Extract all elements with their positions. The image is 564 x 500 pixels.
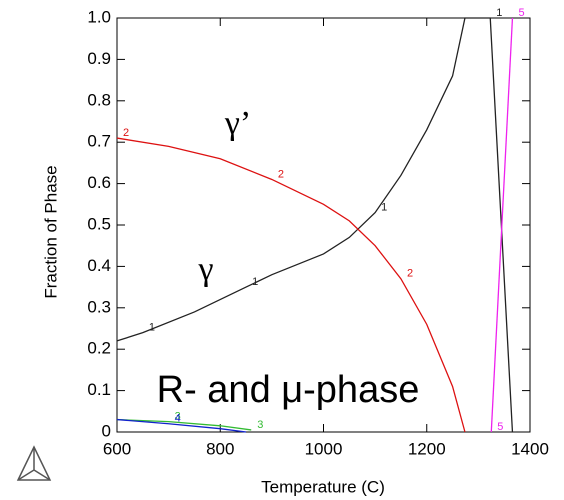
y-tick-label: 0.8 xyxy=(87,90,111,109)
y-tick-label: 0.1 xyxy=(87,380,111,399)
logo xyxy=(16,445,52,481)
annotation: R- and μ-phase xyxy=(157,369,420,411)
y-tick-label: 1.0 xyxy=(87,7,111,26)
x-tick-label: 1000 xyxy=(305,439,343,458)
series-line xyxy=(116,17,514,433)
series-label: 2 xyxy=(278,168,284,180)
annotation: γ xyxy=(197,251,213,288)
y-tick-label: 0.4 xyxy=(87,256,111,275)
y-tick-label: 0.7 xyxy=(87,132,111,151)
y-tick-label: 0.6 xyxy=(87,173,111,192)
y-tick-label: 0.5 xyxy=(87,214,111,233)
x-tick-label: 600 xyxy=(103,439,131,458)
y-tick-label: 0.2 xyxy=(87,339,111,358)
y-tick-label: 0.9 xyxy=(87,49,111,68)
series-label: 5 xyxy=(518,7,524,19)
series-label: 1 xyxy=(252,276,258,288)
series-label: 5 xyxy=(497,421,503,433)
series-label: 4 xyxy=(175,413,181,425)
annotation: γ’ xyxy=(224,105,251,142)
series-label: 1 xyxy=(149,322,155,334)
series-line xyxy=(490,17,514,433)
x-tick-label: 800 xyxy=(206,439,234,458)
series-label: 1 xyxy=(496,7,502,19)
series-label: 2 xyxy=(407,268,413,280)
series-label: 1 xyxy=(381,201,387,213)
series-label: 2 xyxy=(123,127,129,139)
series-line xyxy=(116,418,247,433)
x-tick-label: 1400 xyxy=(511,439,549,458)
series-label: 3 xyxy=(257,419,263,431)
x-axis-label: Temperature (C) xyxy=(261,477,385,496)
y-axis-label: Fraction of Phase xyxy=(41,165,60,298)
series-line xyxy=(116,137,466,433)
y-tick-label: 0 xyxy=(102,421,111,440)
series-label: 3 xyxy=(175,411,181,423)
series-line xyxy=(116,418,252,431)
x-tick-label: 1200 xyxy=(408,439,446,458)
y-tick-label: 0.3 xyxy=(87,297,111,316)
